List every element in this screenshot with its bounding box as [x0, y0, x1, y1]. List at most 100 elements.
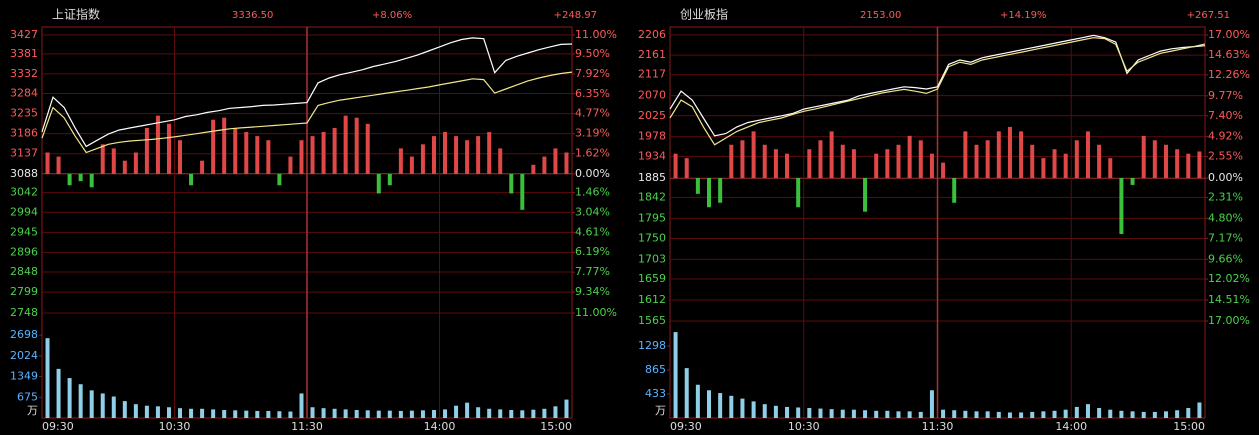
breadth-bar: [952, 178, 957, 203]
breadth-bar: [918, 140, 923, 178]
volume-bar: [1119, 410, 1124, 418]
volume-bar: [1074, 406, 1079, 418]
volume-bar: [398, 410, 403, 418]
volume-tick-label: 2698: [10, 328, 38, 341]
pct-tick-label: 1.46%: [575, 185, 610, 198]
change-pct: +8.06%: [372, 10, 412, 21]
breadth-bar: [299, 140, 304, 174]
volume-bar: [807, 408, 812, 418]
pct-tick-label: 14.51%: [1208, 293, 1250, 306]
breadth-bar: [707, 178, 712, 208]
breadth-bar: [996, 131, 1001, 178]
breadth-bar: [740, 140, 745, 178]
volume-bar: [465, 402, 470, 418]
price-tick-label: 1885: [638, 171, 666, 184]
price-tick-label: 2070: [638, 89, 666, 102]
volume-tick-label: 1298: [638, 339, 666, 352]
time-label: 09:30: [670, 420, 702, 433]
volume-tick-label: 865: [645, 363, 666, 376]
price-tick-label: 3332: [10, 67, 38, 80]
breadth-bar: [863, 178, 868, 212]
volume-bar: [200, 408, 205, 418]
breadth-bar: [1041, 158, 1046, 178]
pct-tick-label: 9.66%: [1208, 252, 1243, 265]
breadth-bar: [1097, 144, 1102, 178]
price-tick-label: 2848: [10, 265, 38, 278]
breadth-bar: [255, 136, 260, 174]
pct-tick-label: 9.50%: [575, 47, 610, 60]
breadth-bar: [1130, 178, 1135, 185]
breadth-bar: [144, 127, 149, 174]
volume-bar: [155, 406, 160, 418]
volume-bar: [684, 368, 689, 418]
index-name: 上证指数: [52, 7, 100, 22]
pct-tick-label: 6.19%: [575, 245, 610, 258]
breadth-bar: [1052, 149, 1057, 178]
breadth-bar: [454, 136, 459, 174]
breadth-bar: [431, 136, 436, 174]
price-tick-label: 2748: [10, 306, 38, 319]
pct-tick-label: 12.02%: [1208, 272, 1250, 285]
breadth-bar: [729, 144, 734, 178]
volume-bar: [520, 410, 525, 418]
pct-tick-label: 6.35%: [575, 87, 610, 100]
volume-bar: [818, 408, 823, 418]
breadth-bar: [1007, 126, 1012, 178]
breadth-bar: [885, 149, 890, 178]
breadth-bar: [673, 153, 678, 178]
breadth-bar: [133, 152, 138, 174]
price-tick-label: 2117: [638, 68, 666, 81]
price-tick-label: 2025: [638, 109, 666, 122]
volume-bar: [133, 404, 138, 418]
volume-bar: [343, 409, 348, 418]
pct-tick-label: 9.77%: [1208, 89, 1243, 102]
breadth-bar: [354, 117, 359, 174]
breadth-bar: [266, 140, 271, 174]
price-tick-label: 3042: [10, 186, 38, 199]
volume-unit: 万: [27, 404, 38, 417]
pct-tick-label: 3.04%: [575, 205, 610, 218]
volume-bar: [431, 410, 436, 418]
price-tick-label: 3235: [10, 107, 38, 120]
index-price: 3336.50: [232, 10, 273, 21]
breadth-bar: [277, 174, 282, 186]
change: +267.51: [1187, 10, 1230, 21]
pct-tick-label: 12.26%: [1208, 68, 1250, 81]
breadth-bar: [1063, 153, 1068, 178]
volume-bar: [762, 404, 767, 418]
volume-bar: [851, 409, 856, 418]
breadth-bar: [762, 144, 767, 178]
price-tick-label: 1934: [638, 149, 666, 162]
pct-tick-label: 3.19%: [575, 127, 610, 140]
volume-bar: [476, 407, 481, 418]
pct-tick-label: 0.00%: [1208, 171, 1243, 184]
volume-bar: [509, 410, 514, 418]
volume-bar: [840, 409, 845, 418]
breadth-bar: [343, 115, 348, 174]
volume-bar: [729, 395, 734, 418]
volume-bar: [365, 410, 370, 418]
price-line: [41, 37, 573, 148]
volume-bar: [332, 408, 337, 418]
volume-bar: [952, 410, 957, 418]
breadth-bar: [89, 174, 94, 188]
volume-bar: [144, 405, 149, 418]
price-tick-label: 1659: [638, 272, 666, 285]
volume-bar: [1052, 410, 1057, 418]
breadth-bar: [1197, 151, 1202, 178]
volume-bar: [288, 411, 293, 418]
breadth-bar: [233, 127, 238, 174]
breadth-bar: [178, 140, 183, 174]
volume-bar: [454, 405, 459, 418]
pct-tick-label: 4.77%: [575, 107, 610, 120]
volume-bar: [718, 393, 723, 418]
breadth-bar: [155, 115, 160, 174]
price-tick-label: 1612: [638, 293, 666, 306]
volume-bar: [1186, 408, 1191, 418]
volume-bar: [189, 408, 194, 418]
volume-bar: [863, 410, 868, 418]
volume-bar: [78, 384, 83, 418]
breadth-bar: [851, 149, 856, 178]
price-tick-label: 1750: [638, 231, 666, 244]
